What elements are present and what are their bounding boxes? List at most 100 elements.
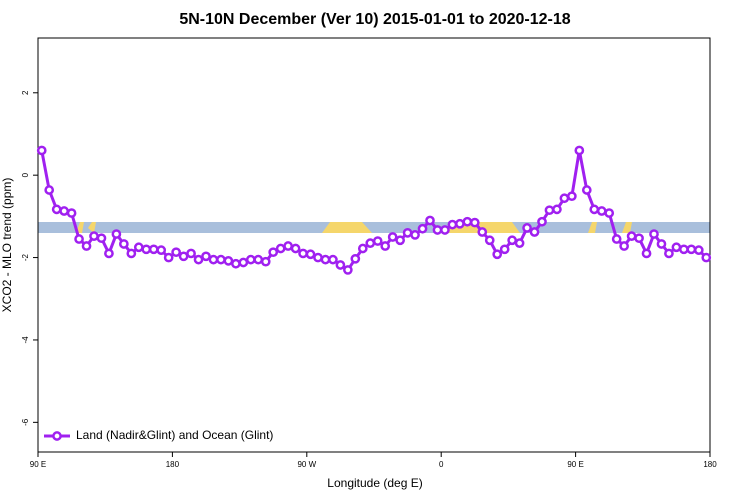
point [552, 204, 562, 215]
y-tick-label: 2 [21, 90, 30, 95]
point [641, 248, 652, 259]
point [156, 245, 167, 255]
point [111, 229, 122, 239]
point [686, 244, 697, 255]
point [529, 227, 540, 237]
point [671, 242, 682, 253]
point [462, 216, 473, 227]
point [544, 205, 555, 216]
x-tick-label: 180 [166, 460, 180, 469]
legend-label: Land (Nadir&Glint) and Ocean (Glint) [76, 428, 273, 442]
point [581, 185, 592, 195]
point [664, 248, 674, 259]
point [51, 204, 62, 215]
y-axis-label: XCO2 - MLO trend (ppm) [0, 178, 14, 313]
point [701, 252, 712, 263]
point [104, 248, 114, 259]
point [417, 223, 428, 234]
y-tick-label: -4 [21, 336, 30, 344]
point [320, 254, 331, 265]
plot-area: 90 E 180 90 W 0 90 E 180 2 0 -2 -4 -6 Land (Nadir&G… [21, 90, 717, 469]
legend: Land (Nadir&Glint) and Ocean (Glint) [44, 428, 273, 442]
x-tick-label: 180 [703, 460, 717, 469]
point [89, 231, 99, 241]
point [693, 245, 704, 255]
point [119, 239, 129, 249]
point [455, 218, 465, 229]
point [365, 238, 376, 248]
point [484, 235, 495, 246]
land-patch [622, 222, 632, 233]
point [275, 243, 286, 254]
y-tick-label: -6 [21, 418, 30, 426]
point [298, 248, 308, 259]
point [245, 254, 256, 265]
point [425, 215, 435, 226]
point [193, 254, 204, 265]
point [328, 254, 338, 265]
point [36, 145, 47, 156]
point [350, 253, 361, 264]
point [59, 206, 69, 216]
plot-frame [37, 37, 711, 453]
point [335, 260, 346, 270]
point [208, 254, 219, 265]
point [148, 244, 159, 255]
point [171, 247, 181, 258]
point [619, 241, 629, 251]
point [260, 256, 271, 267]
land-patch [322, 222, 372, 233]
point [492, 249, 503, 260]
point [74, 234, 84, 244]
point [290, 243, 301, 254]
point [432, 225, 443, 235]
point [305, 249, 316, 260]
chart-title: 5N-10N December (Ver 10) 2015-01-01 to 2… [179, 11, 570, 28]
point [81, 241, 92, 251]
point [141, 244, 152, 255]
point [649, 229, 659, 239]
ocean-band [38, 222, 710, 233]
point [679, 244, 689, 255]
point [410, 230, 420, 240]
point [223, 256, 234, 266]
point [604, 208, 615, 218]
x-tick-label: 90 E [567, 460, 583, 469]
point [626, 231, 637, 241]
point [634, 233, 644, 244]
x-tick-label: 90 W [297, 460, 316, 469]
legend-marker [52, 431, 62, 441]
point [313, 252, 323, 263]
point [96, 233, 107, 244]
point [372, 236, 383, 246]
land-patch [88, 222, 96, 233]
point [178, 251, 189, 262]
point [216, 254, 226, 265]
point [522, 223, 532, 233]
point [253, 254, 264, 265]
point [477, 227, 488, 237]
point [447, 219, 458, 230]
point [574, 145, 585, 156]
point [163, 252, 174, 263]
y-tick-label: 0 [21, 172, 30, 177]
point [283, 241, 293, 251]
y-tick-label: -2 [21, 253, 30, 261]
x-tick-label: 90 E [30, 460, 46, 469]
point [589, 204, 600, 215]
point [186, 248, 196, 259]
point [402, 227, 413, 238]
point [440, 225, 450, 235]
point [559, 193, 570, 204]
point [44, 185, 55, 195]
point [66, 208, 77, 218]
land-patch [588, 222, 597, 233]
point [201, 251, 211, 262]
point [611, 234, 622, 244]
point [469, 217, 480, 228]
x-tick-label: 0 [439, 460, 444, 469]
point [126, 248, 137, 259]
point [537, 216, 547, 227]
point [387, 232, 398, 242]
